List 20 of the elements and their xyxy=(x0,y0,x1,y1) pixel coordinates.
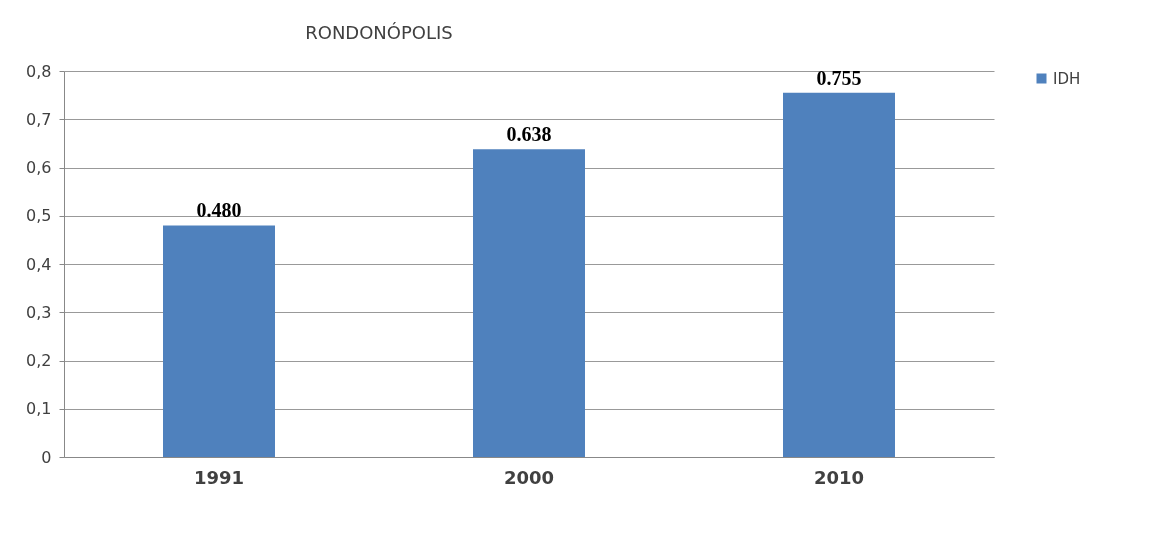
y-tick-label: 0,8 xyxy=(26,61,52,81)
bar xyxy=(783,92,895,457)
data-label: 0.755 xyxy=(816,66,862,89)
y-tick-label: 0,2 xyxy=(26,351,52,370)
y-tick-label: 0,4 xyxy=(26,254,52,274)
y-tick-label: 0,3 xyxy=(26,302,52,322)
y-tick-label: 0,5 xyxy=(26,206,52,226)
x-tick-label: 2000 xyxy=(503,466,555,488)
bar xyxy=(473,149,585,457)
legend-label: IDH xyxy=(1053,69,1081,88)
x-tick-label: 1991 xyxy=(193,466,245,488)
y-tick-label: 0,1 xyxy=(26,399,52,419)
bar xyxy=(163,225,275,457)
data-label: 0.480 xyxy=(196,199,242,222)
y-tick-label: 0,7 xyxy=(26,109,52,129)
data-label: 0.638 xyxy=(506,123,552,146)
x-tick-label: 2010 xyxy=(813,466,865,488)
y-tick-label: 0,6 xyxy=(26,158,52,177)
chart-title: RONDONÓPOLIS xyxy=(305,22,453,43)
y-tick-label: 0 xyxy=(41,447,52,467)
